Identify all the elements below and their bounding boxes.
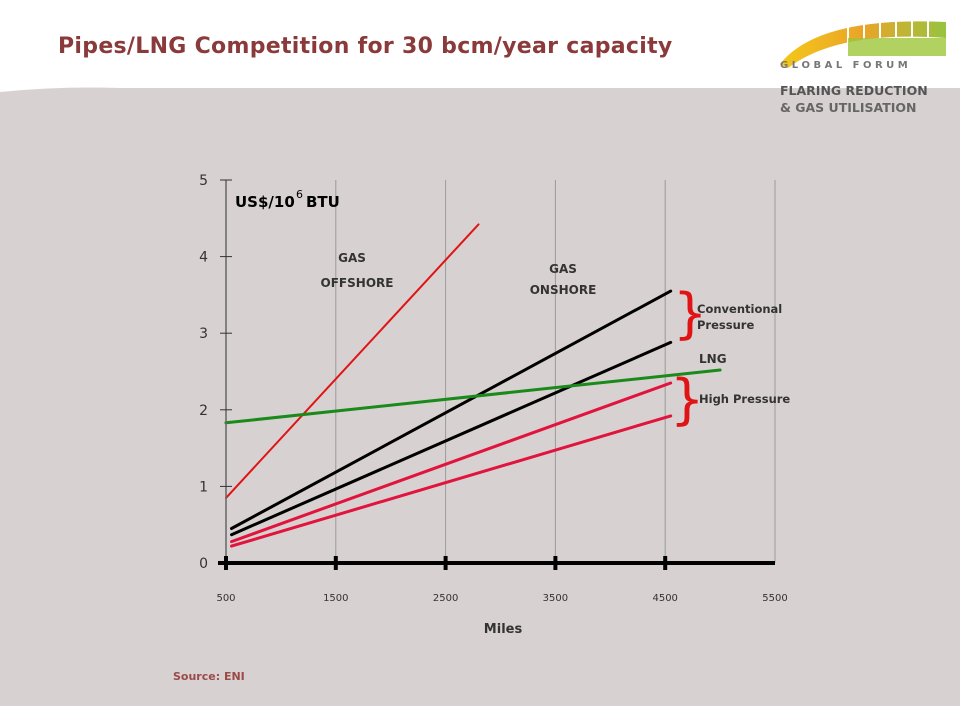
annotation-gas-onshore-2: ONSHORE bbox=[530, 283, 597, 297]
y-axis-label-exponent: 6 bbox=[296, 188, 303, 201]
series-line-onshore-conv-high bbox=[230, 289, 673, 530]
y-axis-label: US$/10 bbox=[235, 193, 295, 211]
logo-line1: FLARING REDUCTION bbox=[780, 83, 928, 98]
series-line-onshore-hp-low bbox=[230, 414, 673, 548]
annotation-conventional-1: Conventional bbox=[697, 302, 782, 316]
source-note: Source: ENI bbox=[173, 670, 245, 683]
y-tick-label-5: 5 bbox=[199, 173, 208, 189]
global-forum-logo: G L O B A L F O R U M FLARING REDUCTION … bbox=[778, 16, 948, 116]
series-line-onshore-hp-high bbox=[230, 381, 673, 544]
slide-title: Pipes/LNG Competition for 30 bcm/year ca… bbox=[58, 34, 673, 59]
annotation-conventional-2: Pressure bbox=[697, 318, 754, 332]
annotation-high-pressure: High Pressure bbox=[699, 392, 790, 406]
series-line-lng bbox=[224, 368, 722, 425]
x-axis-label: Miles bbox=[484, 622, 523, 637]
high-pressure-brace: } bbox=[670, 368, 704, 431]
logo-graphic bbox=[780, 18, 946, 68]
annotation-gas-offshore-2: OFFSHORE bbox=[321, 276, 394, 290]
y-tick-label-4: 4 bbox=[199, 250, 208, 266]
x-tick-label-3500: 3500 bbox=[543, 593, 568, 604]
logo-top-text: G L O B A L F O R U M bbox=[780, 60, 908, 71]
grid-lines bbox=[335, 180, 776, 563]
tick-labels: 500 1500 2500 3500 4500 5500 0 1 2 3 4 5 bbox=[199, 173, 788, 604]
series-line-offshore bbox=[225, 223, 480, 499]
x-tick-label-1500: 1500 bbox=[323, 593, 348, 604]
axes bbox=[218, 179, 775, 570]
series-line-onshore-conv-low bbox=[230, 340, 673, 537]
y-axis-label-suffix: BTU bbox=[306, 193, 340, 211]
series-lines bbox=[224, 223, 722, 548]
conventional-brace: } bbox=[673, 282, 707, 345]
logo-line2: & GAS UTILISATION bbox=[780, 100, 917, 115]
x-tick-label-2500: 2500 bbox=[433, 593, 458, 604]
annotation-gas-offshore-1: GAS bbox=[338, 251, 366, 265]
y-tick-label-3: 3 bbox=[199, 326, 208, 342]
x-tick-label-500: 500 bbox=[216, 593, 235, 604]
y-tick-label-2: 2 bbox=[199, 403, 208, 419]
x-tick-label-5500: 5500 bbox=[762, 593, 787, 604]
x-tick-label-4500: 4500 bbox=[652, 593, 677, 604]
y-tick-label-1: 1 bbox=[199, 479, 208, 495]
annotation-lng: LNG bbox=[699, 352, 727, 366]
annotation-gas-onshore-1: GAS bbox=[549, 262, 577, 276]
y-tick-label-0: 0 bbox=[199, 556, 208, 572]
